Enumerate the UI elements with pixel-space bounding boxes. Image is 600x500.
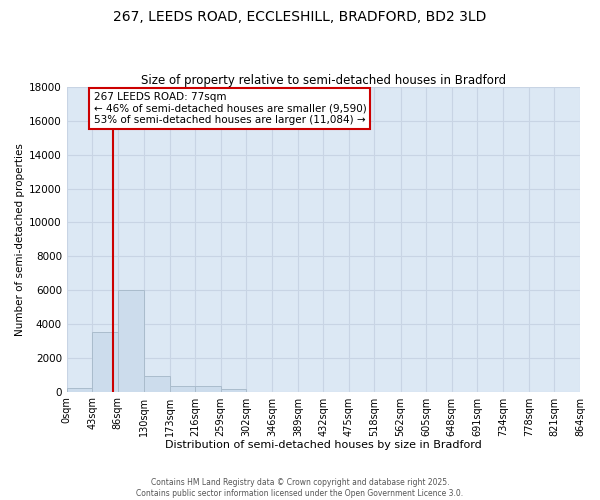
Bar — [144, 376, 170, 392]
Bar — [118, 290, 144, 392]
Y-axis label: Number of semi-detached properties: Number of semi-detached properties — [15, 143, 25, 336]
Title: Size of property relative to semi-detached houses in Bradford: Size of property relative to semi-detach… — [141, 74, 506, 87]
Bar — [92, 332, 118, 392]
X-axis label: Distribution of semi-detached houses by size in Bradford: Distribution of semi-detached houses by … — [165, 440, 482, 450]
Bar — [221, 389, 246, 392]
Bar — [195, 386, 221, 392]
Text: 267 LEEDS ROAD: 77sqm
← 46% of semi-detached houses are smaller (9,590)
53% of s: 267 LEEDS ROAD: 77sqm ← 46% of semi-deta… — [94, 92, 366, 126]
Text: 267, LEEDS ROAD, ECCLESHILL, BRADFORD, BD2 3LD: 267, LEEDS ROAD, ECCLESHILL, BRADFORD, B… — [113, 10, 487, 24]
Text: Contains HM Land Registry data © Crown copyright and database right 2025.
Contai: Contains HM Land Registry data © Crown c… — [136, 478, 464, 498]
Bar — [170, 386, 195, 392]
Bar — [67, 388, 92, 392]
